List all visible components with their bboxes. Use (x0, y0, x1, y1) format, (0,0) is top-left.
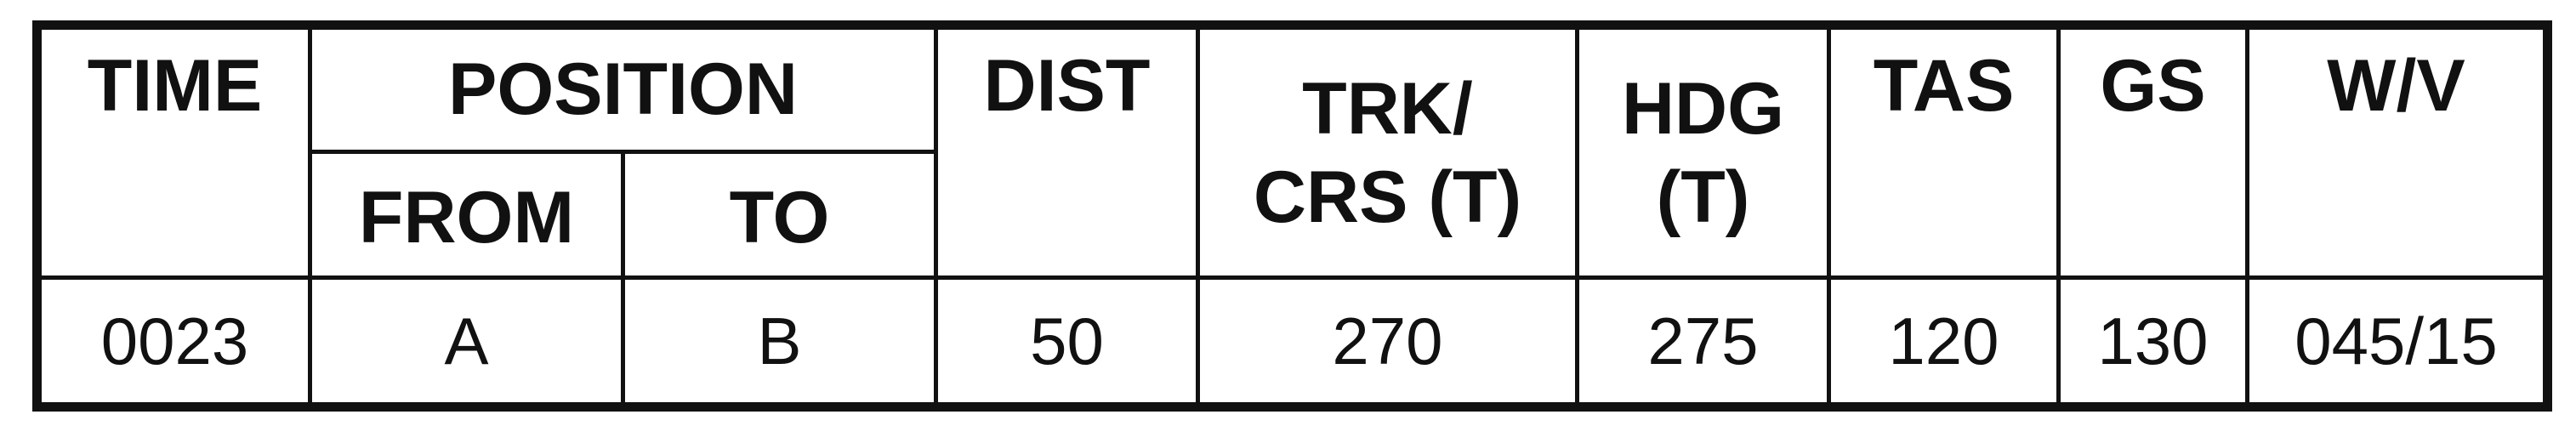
header-to: TO (621, 149, 938, 281)
table-row: 0023 A B 50 270 275 120 130 045/15 (35, 275, 2550, 409)
cell-tas: 120 (1827, 275, 2061, 409)
header-trk-crs: TRK/ CRS (T) (1196, 22, 1579, 281)
cell-dist: 50 (934, 275, 1200, 409)
header-time: TIME (35, 22, 312, 281)
header-from: FROM (308, 149, 625, 281)
cell-time: 0023 (35, 275, 312, 409)
header-hdg: HDG (T) (1575, 22, 1831, 281)
header-dist: DIST (934, 22, 1200, 281)
cell-hdg: 275 (1575, 275, 1831, 409)
header-tas: TAS (1827, 22, 2061, 281)
cell-to: B (621, 275, 938, 409)
header-wv: W/V (2245, 22, 2550, 281)
cell-wv: 045/15 (2245, 275, 2550, 409)
header-trk-line2: CRS (T) (1253, 156, 1522, 238)
header-row-top: TIME POSITION DIST TRK/ CRS (T) HDG (T) … (35, 22, 2550, 281)
header-trk-line1: TRK/ (1302, 67, 1473, 150)
header-hdg-line2: (T) (1656, 156, 1750, 238)
cell-from: A (308, 275, 625, 409)
cell-gs: 130 (2056, 275, 2249, 409)
header-gs: GS (2056, 22, 2249, 281)
header-hdg-line1: HDG (1621, 67, 1785, 150)
flight-log-table: TIME POSITION DIST TRK/ CRS (T) HDG (T) … (32, 20, 2552, 412)
header-position: POSITION (308, 23, 938, 154)
header-row-sub: FROM TO (37, 149, 2548, 281)
cell-trk: 270 (1196, 275, 1579, 409)
